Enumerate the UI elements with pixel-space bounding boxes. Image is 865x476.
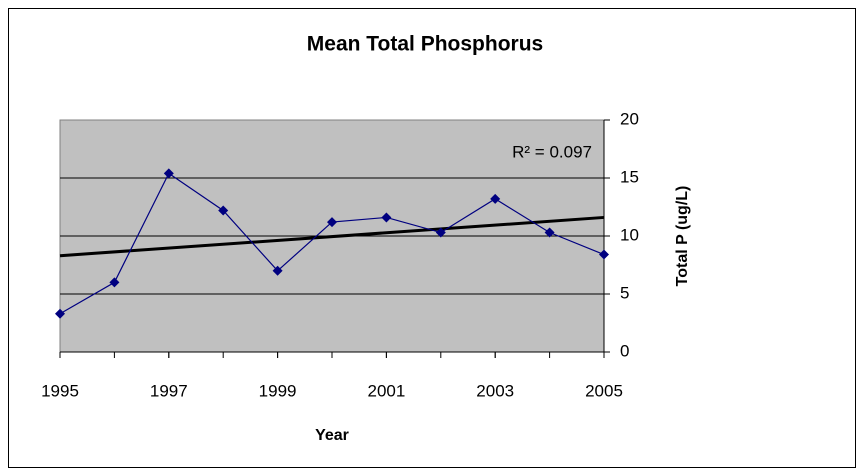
- data-point: [109, 277, 120, 288]
- y-tick-label: 5: [620, 283, 629, 302]
- x-tick-label: 2003: [476, 381, 514, 400]
- y-tick-label: 0: [620, 341, 629, 360]
- y-tick-label: 10: [620, 225, 639, 244]
- x-tick-label: 1997: [150, 381, 188, 400]
- data-point: [490, 193, 501, 204]
- data-point: [272, 265, 283, 276]
- y-axis-title: Total P (ug/L): [674, 186, 691, 287]
- y-tick-label: 20: [620, 109, 639, 128]
- x-tick-label: 1995: [41, 381, 79, 400]
- data-point: [435, 227, 446, 238]
- y-tick-label: 15: [620, 167, 639, 186]
- x-tick-label: 2001: [367, 381, 405, 400]
- data-point: [544, 227, 555, 238]
- data-point: [218, 205, 229, 216]
- data-point: [599, 249, 609, 260]
- trendline: [59, 215, 605, 258]
- chart-title: Mean Total Phosphorus: [307, 33, 543, 56]
- x-axis-title: Year: [315, 427, 349, 444]
- data-point: [381, 212, 392, 223]
- data-point: [163, 168, 174, 179]
- x-tick-label: 1999: [259, 381, 297, 400]
- data-point: [55, 308, 65, 319]
- annotation: R² = 0.097: [512, 142, 592, 161]
- data-point: [327, 217, 337, 228]
- x-tick-label: 2005: [585, 381, 623, 400]
